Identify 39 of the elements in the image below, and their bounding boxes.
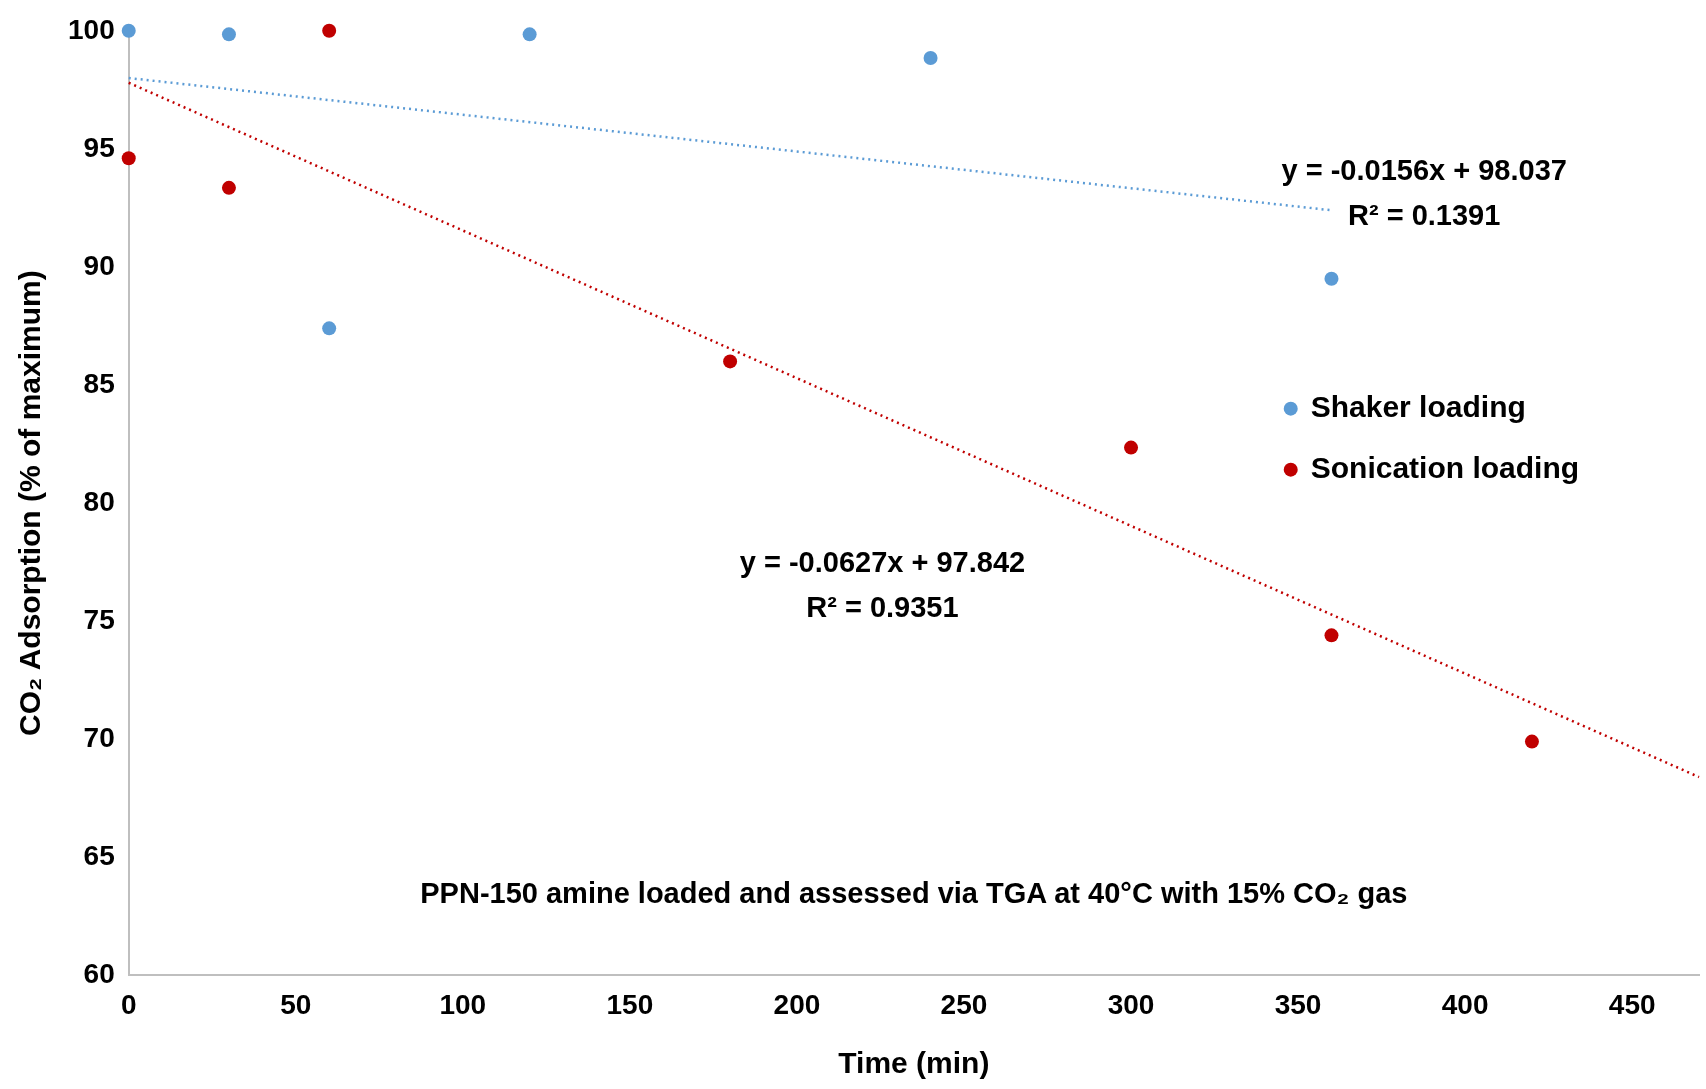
annotation: y = -0.0156x + 98.037 R² = 0.1391 — [1281, 154, 1567, 232]
y-tick-label: 60 — [83, 958, 115, 990]
x-tick-label: 350 — [1274, 988, 1322, 1020]
x-tick-label: 450 — [1608, 988, 1656, 1020]
point — [1524, 734, 1539, 749]
x-tick-label: 250 — [940, 988, 988, 1020]
x-tick-label: 0 — [120, 988, 137, 1020]
x-tick-label: 200 — [773, 988, 821, 1020]
y-tick-label: 65 — [83, 840, 115, 872]
point — [522, 27, 537, 42]
y-tick-label: 90 — [83, 249, 115, 281]
annotation: PPN-150 amine loaded and assessed via TGA at 40°C with 15% CO₂ gas — [420, 877, 1408, 910]
y-tick-label: 70 — [83, 721, 115, 753]
point — [322, 321, 337, 336]
y-tick-label: 95 — [83, 131, 115, 163]
point — [121, 23, 136, 38]
x-tick-label: 50 — [280, 988, 312, 1020]
x-axis-title: Time (min) — [838, 1046, 990, 1080]
point — [923, 50, 938, 65]
y-tick-label: 85 — [83, 367, 115, 399]
point — [221, 27, 236, 42]
y-tick-label: 100 — [68, 13, 115, 45]
x-tick-label: 300 — [1107, 988, 1155, 1020]
point — [1324, 271, 1339, 286]
point — [723, 354, 738, 369]
y-axis-title: CO₂ Adsorption (% of maximum) — [13, 270, 47, 736]
legend-label: Sonication loading — [1310, 450, 1580, 484]
x-tick-label: 100 — [439, 988, 487, 1020]
point — [1324, 628, 1339, 643]
y-tick-label: 75 — [83, 603, 115, 635]
annotation: y = -0.0627x + 97.842 R² = 0.9351 — [739, 546, 1026, 624]
y-tick-label: 80 — [83, 485, 115, 517]
point — [1124, 440, 1139, 455]
point — [221, 180, 236, 195]
point — [121, 151, 136, 166]
x-tick-label: 400 — [1441, 988, 1489, 1020]
point — [322, 23, 337, 38]
legend-label: Shaker loading — [1310, 389, 1526, 423]
x-tick-label: 150 — [606, 988, 654, 1020]
